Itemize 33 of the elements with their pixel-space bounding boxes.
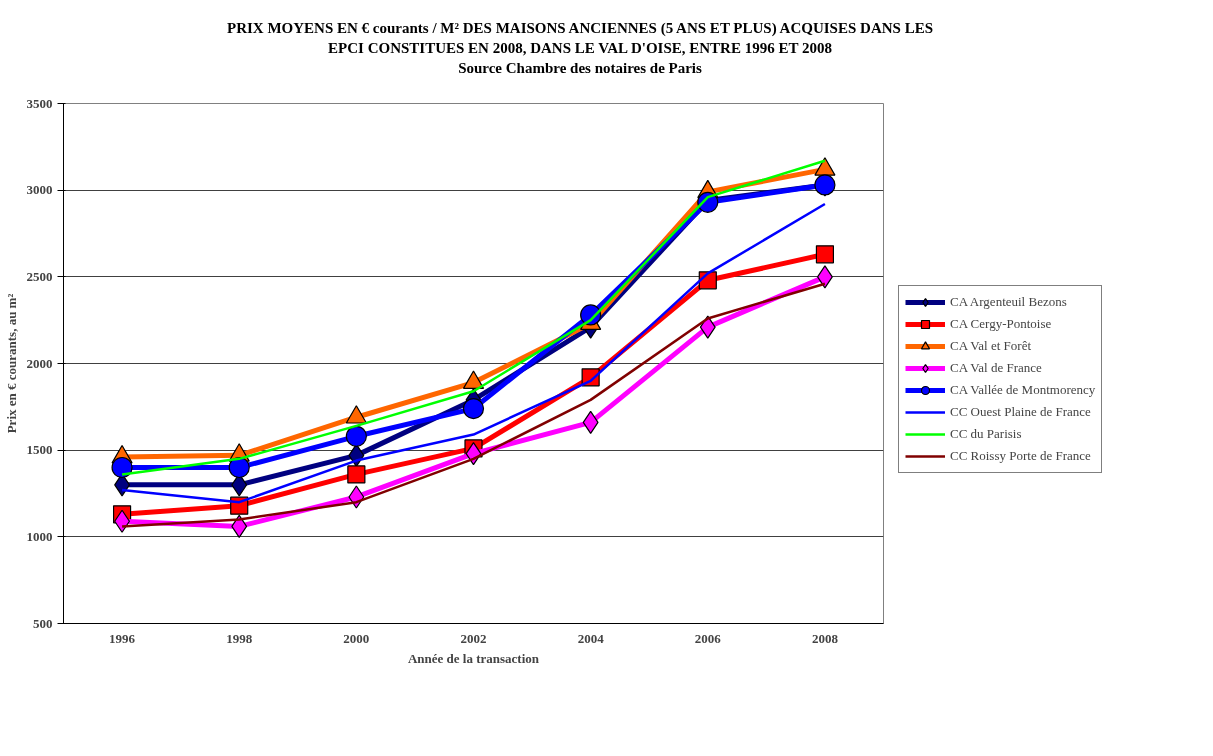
point — [345, 425, 367, 447]
chart-title: PRIX MOYENS EN € courants / M² DES MAISONS ANCIENNES (5 ANS ET PLUS) ACQUISES DANS LES EPCI CONSTITUES EN 2008, DANS LE VAL D'OISE, ENTRE 1996 ET 2008 — [226, 20, 934, 56]
chart-subtitle: Source Chambre des notaires de Paris — [458, 60, 702, 76]
x-tick-label: 2002 — [460, 630, 487, 646]
y-tick-label: 1500 — [26, 442, 53, 458]
x-tick-label: 1996 — [109, 630, 136, 646]
y-axis-title: Prix en € courants, au m² — [3, 293, 19, 434]
point — [111, 456, 133, 479]
legend-label: CC Roissy Porte de France — [950, 447, 1091, 465]
y-tick-label: 500 — [33, 615, 53, 631]
y-tick-label: 2500 — [26, 268, 53, 284]
legend-label: CA Cergy-Pontoise — [950, 315, 1052, 333]
legend-label: CC du Parisis — [950, 425, 1022, 443]
x-axis-title: Année de la transaction — [407, 650, 540, 666]
point — [815, 245, 835, 264]
point — [228, 456, 250, 479]
x-tick-label: 1998 — [226, 630, 253, 646]
legend-label: CA Vallée de Montmorency — [950, 381, 1096, 399]
x-tick-label: 2008 — [811, 630, 839, 646]
point — [347, 465, 366, 484]
point — [462, 397, 485, 420]
legend-label: CA Val et Forêt — [950, 337, 1032, 355]
legend-label: CA Val de France — [950, 359, 1042, 377]
point — [699, 315, 716, 339]
y-tick-label: 2000 — [26, 355, 53, 371]
y-tick-label: 3500 — [26, 95, 53, 111]
y-tick-label: 1000 — [26, 528, 53, 544]
x-tick-label: 2006 — [694, 630, 722, 646]
legend-label: CC Ouest Plaine de France — [950, 403, 1091, 421]
x-tick-label: 2000 — [343, 630, 370, 646]
x-tick-label: 2004 — [577, 630, 605, 646]
legend-label: CA Argenteuil Bezons — [950, 293, 1067, 311]
y-tick-label: 3000 — [26, 182, 53, 198]
